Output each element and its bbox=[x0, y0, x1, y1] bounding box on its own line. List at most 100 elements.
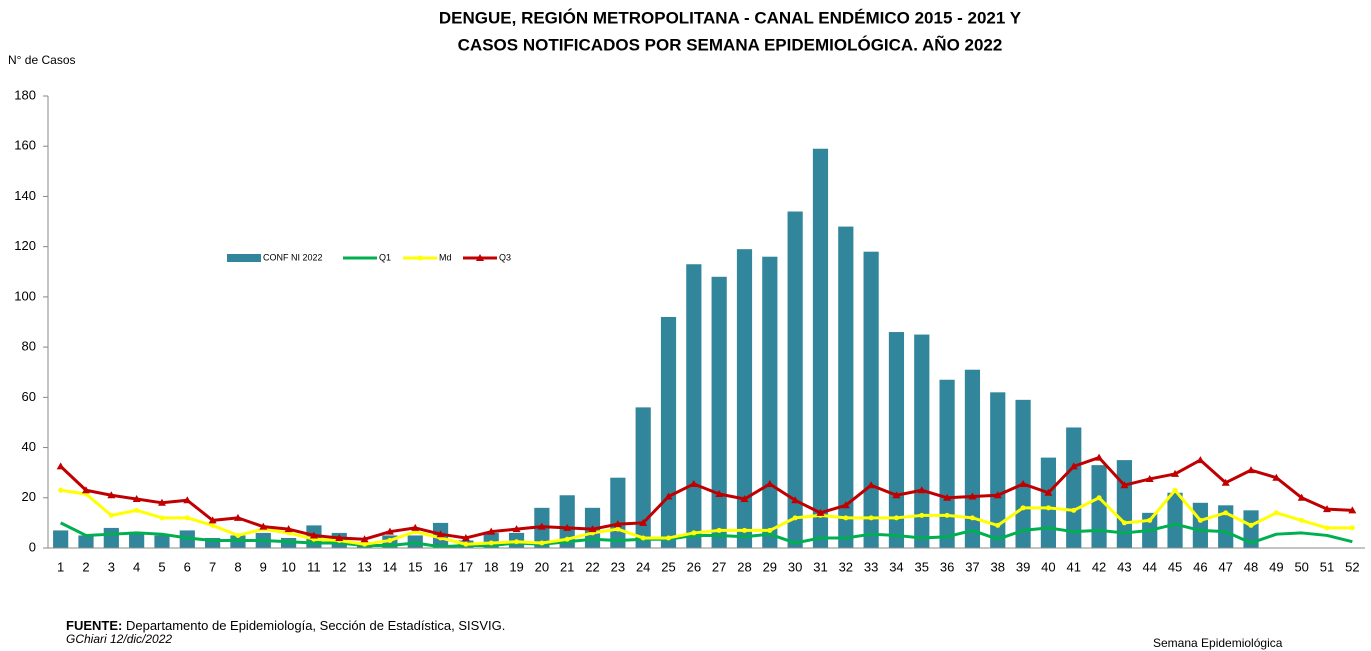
marker bbox=[615, 526, 621, 532]
y-tick-label: 40 bbox=[22, 439, 36, 454]
marker bbox=[892, 491, 901, 499]
x-tick-label: 33 bbox=[864, 559, 878, 574]
x-tick-label: 34 bbox=[889, 559, 903, 574]
marker bbox=[868, 515, 874, 521]
bar bbox=[154, 535, 170, 548]
marker bbox=[1197, 517, 1203, 523]
marker bbox=[134, 507, 140, 513]
marker bbox=[488, 540, 494, 546]
marker bbox=[461, 533, 470, 541]
y-tick-label: 120 bbox=[14, 238, 36, 253]
x-tick-label: 9 bbox=[260, 559, 267, 574]
bar bbox=[812, 148, 829, 548]
x-tick-label: 27 bbox=[712, 559, 726, 574]
x-tick-label: 28 bbox=[737, 559, 751, 574]
bar bbox=[205, 537, 221, 548]
marker bbox=[463, 541, 469, 547]
marker bbox=[867, 481, 876, 489]
bar bbox=[559, 495, 575, 548]
x-tick-label: 21 bbox=[560, 559, 574, 574]
marker bbox=[387, 537, 393, 543]
x-tick-label: 42 bbox=[1092, 559, 1106, 574]
bar bbox=[686, 264, 702, 548]
marker bbox=[691, 530, 697, 536]
x-tick-label: 17 bbox=[459, 559, 473, 574]
x-tick-label: 50 bbox=[1294, 559, 1308, 574]
bar bbox=[635, 407, 651, 548]
marker bbox=[588, 525, 597, 533]
marker bbox=[1019, 479, 1028, 487]
marker bbox=[539, 540, 545, 546]
marker bbox=[944, 512, 950, 518]
marker bbox=[613, 520, 622, 528]
marker bbox=[564, 536, 570, 542]
bar bbox=[53, 530, 69, 548]
marker bbox=[1121, 520, 1127, 526]
marker bbox=[893, 515, 899, 521]
x-tick-label: 8 bbox=[234, 559, 241, 574]
x-tick-label: 31 bbox=[813, 559, 827, 574]
x-tick-label: 47 bbox=[1218, 559, 1232, 574]
marker bbox=[417, 255, 423, 261]
marker bbox=[208, 516, 217, 524]
x-tick-label: 13 bbox=[357, 559, 371, 574]
x-tick-label: 30 bbox=[788, 559, 802, 574]
marker bbox=[1247, 466, 1256, 474]
marker bbox=[1069, 462, 1078, 470]
y-tick-label: 80 bbox=[22, 339, 36, 354]
bar bbox=[787, 211, 803, 548]
bar bbox=[1040, 457, 1057, 548]
bar bbox=[914, 334, 930, 548]
y-tick-label: 100 bbox=[14, 288, 36, 303]
line bbox=[60, 488, 1353, 546]
marker bbox=[159, 515, 165, 521]
marker bbox=[1145, 474, 1154, 482]
x-tick-label: 3 bbox=[108, 559, 115, 574]
x-tick-label: 23 bbox=[611, 559, 625, 574]
x-axis-label: Semana Epidemiológica bbox=[1153, 636, 1283, 650]
marker bbox=[56, 462, 65, 470]
x-tick-label: 5 bbox=[158, 559, 165, 574]
bar bbox=[1066, 427, 1082, 548]
source-label: FUENTE: bbox=[66, 618, 122, 633]
x-tick-label: 29 bbox=[763, 559, 777, 574]
bar bbox=[1192, 502, 1208, 548]
marker bbox=[740, 495, 749, 503]
bar bbox=[990, 392, 1006, 548]
chart-title: DENGUE, REGIÓN METROPOLITANA - CANAL END… bbox=[439, 8, 1022, 27]
y-tick-label: 140 bbox=[14, 188, 36, 203]
marker bbox=[1272, 473, 1281, 481]
marker bbox=[1248, 522, 1254, 528]
marker bbox=[1299, 517, 1305, 523]
marker bbox=[1044, 488, 1053, 496]
marker bbox=[563, 523, 572, 531]
bar bbox=[964, 369, 981, 548]
x-tick-label: 18 bbox=[484, 559, 498, 574]
marker bbox=[1120, 481, 1129, 489]
marker bbox=[360, 535, 369, 543]
bar bbox=[711, 276, 727, 548]
x-tick-label: 24 bbox=[636, 559, 650, 574]
bar bbox=[838, 226, 854, 549]
marker bbox=[514, 539, 520, 545]
legend-swatch bbox=[227, 254, 261, 262]
line bbox=[59, 521, 1353, 549]
marker bbox=[335, 533, 344, 541]
x-tick-label: 41 bbox=[1067, 559, 1081, 574]
x-tick-label: 38 bbox=[991, 559, 1005, 574]
marker bbox=[969, 515, 975, 521]
marker bbox=[487, 527, 496, 535]
legend-label: Md bbox=[439, 252, 452, 262]
marker bbox=[411, 523, 420, 531]
line bbox=[59, 456, 1353, 541]
x-tick-label: 15 bbox=[408, 559, 422, 574]
x-tick-label: 39 bbox=[1016, 559, 1030, 574]
marker bbox=[362, 541, 368, 547]
marker bbox=[1349, 525, 1355, 531]
marker bbox=[664, 492, 673, 500]
marker bbox=[816, 508, 825, 516]
x-tick-label: 12 bbox=[332, 559, 346, 574]
marker bbox=[639, 518, 648, 526]
marker bbox=[843, 515, 849, 521]
bar bbox=[736, 249, 753, 548]
